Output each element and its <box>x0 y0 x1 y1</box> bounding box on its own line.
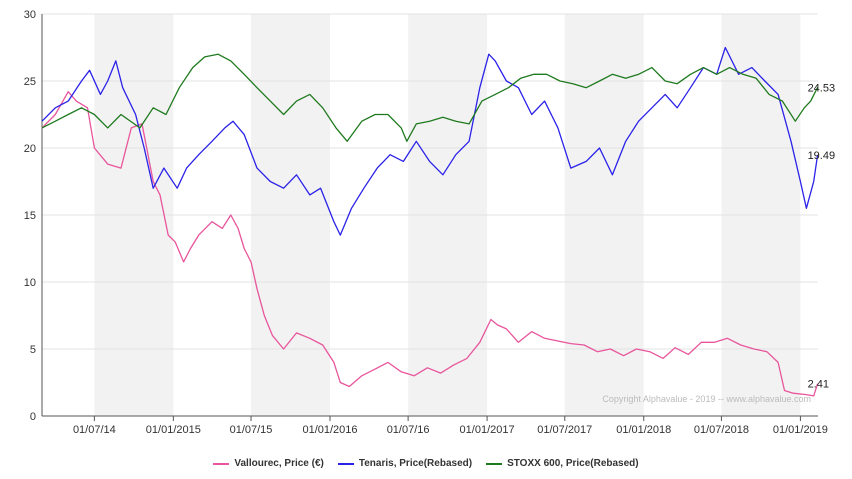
x-tick-label: 01/07/2018 <box>694 424 749 436</box>
y-tick-label: 30 <box>24 9 36 21</box>
x-tick-label: 01/01/2018 <box>616 424 671 436</box>
legend-item-vallourec[interactable]: Vallourec, Price (€) <box>213 458 324 469</box>
legend-label-tenaris: Tenaris, Price(Rebased) <box>358 458 473 469</box>
legend-swatch-tenaris <box>337 462 354 465</box>
y-tick-label: 20 <box>24 143 36 155</box>
y-tick-label: 0 <box>30 411 36 423</box>
chart-legend: Vallourec, Price (€) Tenaris, Price(Reba… <box>0 458 852 469</box>
series-lines <box>41 46 819 397</box>
y-tick-label: 10 <box>24 277 36 289</box>
end-label-vallourec: 2.41 <box>808 379 829 391</box>
legend-label-vallourec: Vallourec, Price (€) <box>234 458 324 469</box>
legend-swatch-vallourec <box>213 462 230 465</box>
x-tick-label: 01/07/2017 <box>537 424 592 436</box>
legend-swatch-stoxx600 <box>486 462 503 465</box>
end-value-labels: 2.41 19.49 24.53 <box>808 82 836 390</box>
series-line-vallourec <box>41 91 819 397</box>
x-tick-label: 01/01/2019 <box>773 424 828 436</box>
x-tick-label: 01/07/15 <box>230 424 273 436</box>
legend-item-tenaris[interactable]: Tenaris, Price(Rebased) <box>337 458 473 469</box>
legend-item-stoxx600[interactable]: STOXX 600, Price(Rebased) <box>486 458 639 469</box>
price-chart: 0 5 10 15 20 25 30 01/07/14 01/01/2015 01/07/15 01… <box>24 9 836 436</box>
legend-label-stoxx600: STOXX 600, Price(Rebased) <box>507 458 639 469</box>
series-line-tenaris <box>41 46 819 236</box>
end-label-tenaris: 19.49 <box>808 150 836 162</box>
x-tick-label: 01/01/2015 <box>146 424 201 436</box>
copyright-notice: Copyright Alphavalue - 2019 -- www.alpha… <box>602 394 811 404</box>
y-tick-label: 5 <box>30 344 36 356</box>
axes: 0 5 10 15 20 25 30 01/07/14 01/01/2015 01/07/15 01… <box>24 9 828 436</box>
x-tick-label: 01/01/2016 <box>302 424 357 436</box>
y-tick-label: 15 <box>24 210 36 222</box>
end-label-stoxx600: 24.53 <box>808 82 836 94</box>
x-tick-label: 01/07/14 <box>73 424 116 436</box>
x-tick-label: 01/01/2017 <box>460 424 515 436</box>
y-tick-label: 25 <box>24 76 36 88</box>
x-tick-label: 01/07/16 <box>387 424 430 436</box>
series-line-stoxx600 <box>41 53 819 142</box>
